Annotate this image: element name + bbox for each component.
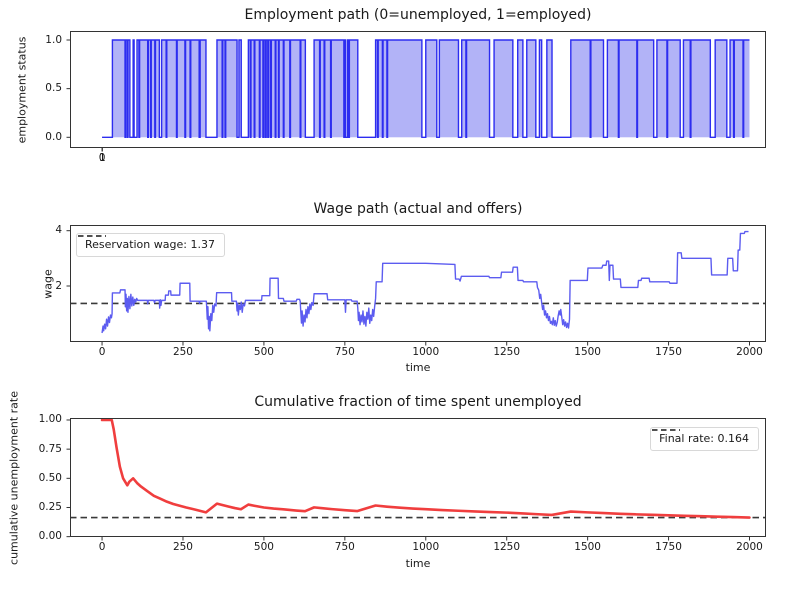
xtick-label: 1000 xyxy=(412,541,440,553)
xtick-label: 1500 xyxy=(574,346,601,358)
xtick-label: 0 xyxy=(98,346,106,358)
cumulative-xlabel: time xyxy=(405,557,431,570)
ytick-label: 4 xyxy=(55,224,62,237)
xtick-label: 500 xyxy=(253,346,274,358)
xtick-label: 500 xyxy=(253,541,274,553)
wage-chart-canvas xyxy=(66,225,766,346)
xtick-label: 1250 xyxy=(493,346,521,358)
ytick-label: 0.75 xyxy=(38,442,62,455)
ytick-label: 1.00 xyxy=(38,413,62,426)
wage-path-plot: Wage path (actual and offers) wage Reser… xyxy=(42,201,766,374)
reservation-wage-legend-label: Reservation wage: 1.37 xyxy=(85,238,215,251)
employment-chart-canvas xyxy=(66,31,766,152)
ytick-label: 0.00 xyxy=(38,530,62,543)
xtick-label: 750 xyxy=(334,541,355,553)
final-rate-legend: Final rate: 0.164 xyxy=(650,427,759,451)
xtick-label: 750 xyxy=(334,346,355,358)
dashed-line-sample-icon xyxy=(652,429,681,431)
ytick-label: 0.50 xyxy=(38,471,62,484)
xtick-label: 250 xyxy=(172,541,193,553)
ytick-label: 0.0 xyxy=(45,130,62,143)
cumulative-plot-title: Cumulative fraction of time spent unempl… xyxy=(254,394,582,410)
xtick-label: 1 xyxy=(99,152,106,164)
xtick-label: 1000 xyxy=(412,346,440,358)
cumulative-chart-canvas xyxy=(66,418,766,541)
xtick-label: 0 xyxy=(98,152,106,164)
final-rate-legend-label: Final rate: 0.164 xyxy=(659,432,749,445)
employment-path-plot: Employment path (0=unemployed, 1=employe… xyxy=(16,7,766,164)
xtick-label: 250 xyxy=(172,346,193,358)
ytick-label: 0.25 xyxy=(38,500,62,513)
ytick-label: 2 xyxy=(55,279,62,292)
ytick-label: 1.0 xyxy=(45,33,62,46)
dashed-line-sample-icon xyxy=(78,235,106,237)
xtick-label: 1750 xyxy=(655,346,682,358)
ytick-label: 0.5 xyxy=(45,82,62,95)
xtick-label: 0 xyxy=(98,541,106,553)
xtick-label: 2000 xyxy=(736,541,763,553)
xtick-label: 1750 xyxy=(655,541,682,553)
xtick-label: 1500 xyxy=(574,541,601,553)
wage-xlabel: time xyxy=(405,361,431,374)
wage-plot-title: Wage path (actual and offers) xyxy=(313,201,523,217)
employment-plot-title: Employment path (0=unemployed, 1=employe… xyxy=(244,7,592,23)
xtick-label: 2000 xyxy=(736,346,763,358)
xtick-label: 1250 xyxy=(493,541,521,553)
reservation-wage-legend: Reservation wage: 1.37 xyxy=(76,233,225,257)
cumulative-unemployment-plot: Cumulative fraction of time spent unempl… xyxy=(8,391,766,570)
